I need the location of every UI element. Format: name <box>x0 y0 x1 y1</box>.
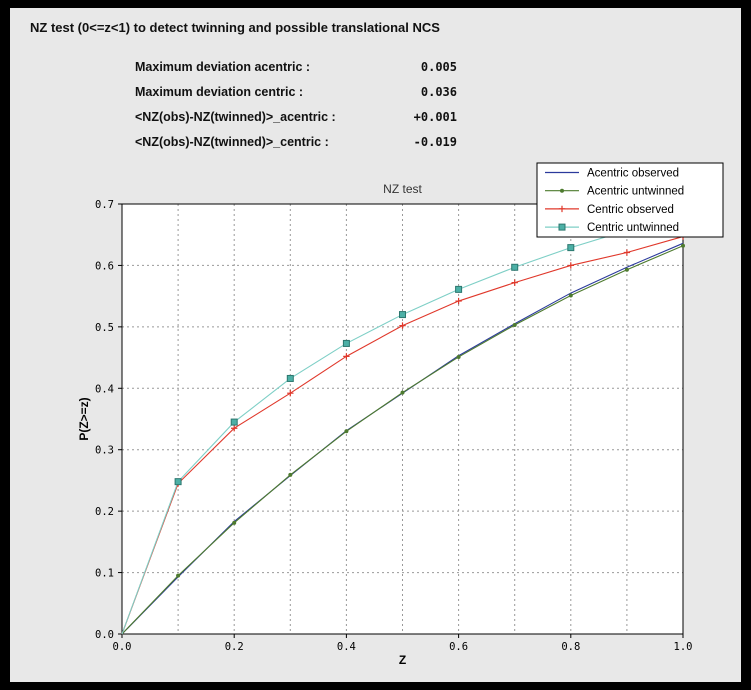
stat-value-nz-diff-acentric: +0.001 <box>413 109 457 124</box>
marker-square-centric-untwinned <box>342 339 350 347</box>
marker-plus-centric-observed <box>455 297 462 305</box>
x-tick-label: 0.8 <box>561 641 580 653</box>
marker-dot-acentric-untwinned <box>568 293 573 298</box>
marker-dot-acentric-untwinned <box>681 243 685 248</box>
marker-square-centric-untwinned <box>399 311 406 319</box>
y-tick-label: 0.6 <box>95 260 114 272</box>
y-tick-label: 0.3 <box>95 445 114 457</box>
marker-plus-centric-observed <box>623 249 631 256</box>
stat-value-max-dev-acentric: 0.005 <box>420 59 457 74</box>
marker-dot-acentric-untwinned <box>512 323 517 328</box>
stat-row: Maximum deviation acentric : 0.005 <box>135 54 457 79</box>
legend-label-centric-untwinned: Centric untwinned <box>587 222 679 234</box>
marker-square-centric-untwinned <box>567 244 575 252</box>
marker-plus-centric-observed <box>287 390 294 397</box>
marker-plus-centric-observed <box>399 322 406 329</box>
plot-border <box>121 203 684 635</box>
legend-box <box>536 162 724 238</box>
marker-square-centric-untwinned <box>455 285 463 293</box>
marker-plus-centric-observed <box>558 205 566 213</box>
y-tick-label: 0.1 <box>95 568 114 580</box>
marker-dot-acentric-untwinned <box>624 267 629 272</box>
marker-square-centric-untwinned <box>511 263 519 271</box>
stat-label-nz-diff-centric: <NZ(obs)-NZ(twinned)>_centric : <box>135 134 329 149</box>
stat-row: <NZ(obs)-NZ(twinned)>_centric : -0.019 <box>135 129 457 154</box>
page-title: NZ test (0<=z<1) to detect twinning and … <box>30 20 440 35</box>
y-tick-label: 0.0 <box>95 629 114 641</box>
chart-area: 0.0 0.2 0.4 0.6 0.8 1.0 0.0 0.1 0.2 0.3 0.4 0.5 0.6 0… <box>10 148 741 682</box>
stat-label-max-dev-centric: Maximum deviation centric : <box>135 84 304 99</box>
marker-plus-centric-observed <box>231 425 238 432</box>
legend-label-acentric-observed: Acentric observed <box>587 168 679 180</box>
marker-dot-acentric-untwinned <box>232 520 237 525</box>
marker-plus-centric-observed <box>511 279 518 286</box>
x-tick-label: 0.6 <box>449 641 468 653</box>
stat-row: <NZ(obs)-NZ(twinned)>_acentric : +0.001 <box>135 104 457 129</box>
main-panel: NZ test (0<=z<1) to detect twinning and … <box>10 8 741 682</box>
marker-dot-acentric-untwinned <box>456 354 461 359</box>
legend-label-centric-observed: Centric observed <box>587 204 674 216</box>
y-tick-label: 0.4 <box>95 383 114 395</box>
x-tick-label: 0.2 <box>225 641 244 653</box>
marker-dot-acentric-untwinned <box>400 390 405 395</box>
marker-dot-acentric-untwinned <box>560 188 564 193</box>
x-tick-label: 0.0 <box>113 641 132 653</box>
marker-dot-acentric-untwinned <box>176 573 181 578</box>
stat-label-nz-diff-acentric: <NZ(obs)-NZ(twinned)>_acentric : <box>135 109 336 124</box>
y-tick-label: 0.2 <box>95 506 114 518</box>
x-axis-label: Z <box>399 653 406 667</box>
marker-square-centric-untwinned <box>230 418 238 426</box>
y-tick-label: 0.5 <box>95 322 114 334</box>
marker-square-centric-untwinned <box>558 223 566 231</box>
marker-plus-centric-observed <box>567 262 574 269</box>
y-tick-label: 0.7 <box>95 199 114 211</box>
stat-value-nz-diff-centric: -0.019 <box>413 134 457 149</box>
stat-value-max-dev-centric: 0.036 <box>420 84 457 99</box>
marker-dot-acentric-untwinned <box>288 472 293 477</box>
chart-svg: 0.0 0.2 0.4 0.6 0.8 1.0 0.0 0.1 0.2 0.3 0.4 0.5 0.6 0… <box>77 162 724 667</box>
marker-plus-centric-observed <box>343 353 350 360</box>
x-tick-label: 0.4 <box>337 641 356 653</box>
marker-dot-acentric-untwinned <box>344 429 349 434</box>
marker-square-centric-untwinned <box>286 374 294 382</box>
stat-label-max-dev-acentric: Maximum deviation acentric : <box>135 59 311 74</box>
chart-title: NZ test <box>383 182 422 196</box>
stat-row: Maximum deviation centric : 0.036 <box>135 79 457 104</box>
legend-label-acentric-untwinned: Acentric untwinned <box>587 186 684 198</box>
stats-block: Maximum deviation acentric : 0.005 Maxim… <box>135 54 457 154</box>
x-tick-label: 1.0 <box>674 641 693 653</box>
marker-square-centric-untwinned <box>174 478 182 486</box>
y-axis-label: P(Z>=z) <box>77 397 91 440</box>
